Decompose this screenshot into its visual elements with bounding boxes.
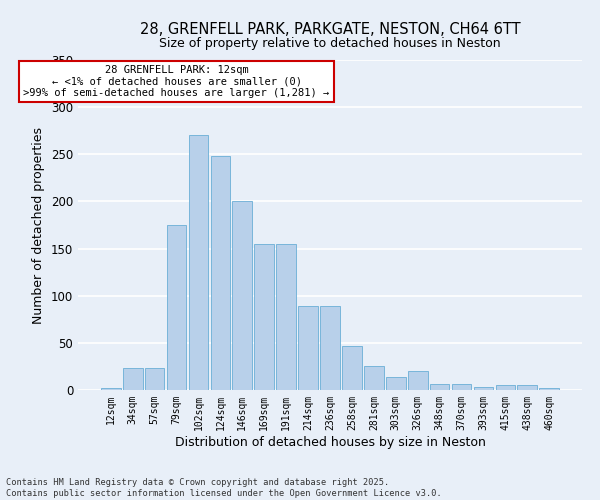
Y-axis label: Number of detached properties: Number of detached properties: [32, 126, 46, 324]
Bar: [276, 244, 296, 390]
Text: Contains HM Land Registry data © Crown copyright and database right 2025.
Contai: Contains HM Land Registry data © Crown c…: [6, 478, 442, 498]
Bar: [167, 225, 187, 390]
Bar: [145, 368, 164, 390]
Bar: [211, 156, 230, 390]
Text: 28, GRENFELL PARK, PARKGATE, NESTON, CH64 6TT: 28, GRENFELL PARK, PARKGATE, NESTON, CH6…: [140, 22, 520, 38]
Bar: [452, 384, 472, 390]
Bar: [517, 386, 537, 390]
Bar: [188, 136, 208, 390]
Bar: [342, 346, 362, 390]
X-axis label: Distribution of detached houses by size in Neston: Distribution of detached houses by size …: [175, 436, 485, 448]
Bar: [386, 377, 406, 390]
Bar: [254, 244, 274, 390]
Bar: [473, 387, 493, 390]
Bar: [123, 368, 143, 390]
Text: Size of property relative to detached houses in Neston: Size of property relative to detached ho…: [159, 38, 501, 51]
Bar: [101, 388, 121, 390]
Bar: [496, 386, 515, 390]
Text: 28 GRENFELL PARK: 12sqm
← <1% of detached houses are smaller (0)
>99% of semi-de: 28 GRENFELL PARK: 12sqm ← <1% of detache…: [23, 64, 329, 98]
Bar: [364, 366, 384, 390]
Bar: [408, 371, 428, 390]
Bar: [430, 384, 449, 390]
Bar: [539, 388, 559, 390]
Bar: [298, 306, 318, 390]
Bar: [320, 306, 340, 390]
Bar: [232, 202, 252, 390]
